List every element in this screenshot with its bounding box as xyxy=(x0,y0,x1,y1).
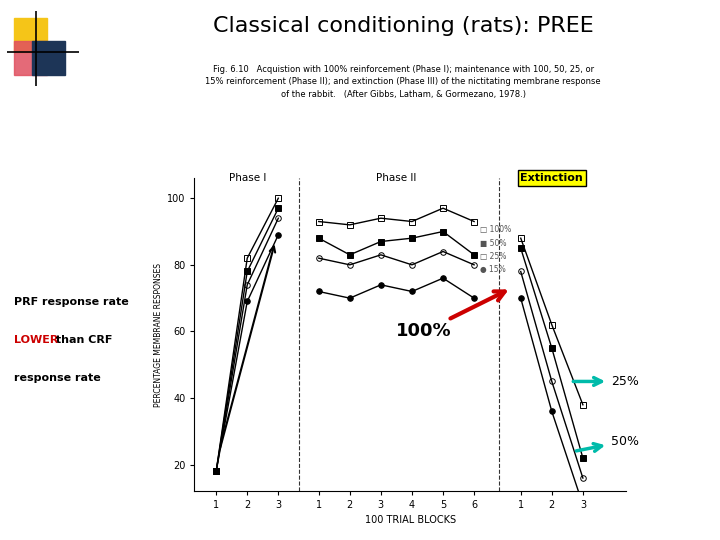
Text: Phase II: Phase II xyxy=(377,173,417,183)
Text: 25%: 25% xyxy=(573,375,639,388)
Text: Extinction: Extinction xyxy=(521,173,583,183)
Text: LOWER: LOWER xyxy=(14,335,59,345)
Text: 50%: 50% xyxy=(576,435,639,451)
Text: PRF response rate: PRF response rate xyxy=(14,298,129,307)
Text: 15%: 15% xyxy=(0,539,1,540)
Text: response rate: response rate xyxy=(14,373,101,383)
Text: 100%: 100% xyxy=(397,292,505,340)
Text: □ 25%: □ 25% xyxy=(480,252,507,261)
Text: Fig. 6.10   Acquistion with 100% reinforcement (Phase I); maintenance with 100, : Fig. 6.10 Acquistion with 100% reinforce… xyxy=(205,65,601,99)
Text: Phase I: Phase I xyxy=(228,173,266,183)
Text: ■ 50%: ■ 50% xyxy=(480,239,507,248)
X-axis label: 100 TRIAL BLOCKS: 100 TRIAL BLOCKS xyxy=(365,515,456,524)
Text: ● 15%: ● 15% xyxy=(480,265,506,274)
Text: □ 100%: □ 100% xyxy=(480,225,512,234)
Y-axis label: PERCENTAGE MEMBRANE RESPONSES: PERCENTAGE MEMBRANE RESPONSES xyxy=(154,263,163,407)
Text: than CRF: than CRF xyxy=(52,335,112,345)
Bar xyxy=(14,41,47,75)
Text: Classical conditioning (rats): PREE: Classical conditioning (rats): PREE xyxy=(213,16,593,36)
Bar xyxy=(14,18,47,52)
Bar xyxy=(32,41,65,75)
